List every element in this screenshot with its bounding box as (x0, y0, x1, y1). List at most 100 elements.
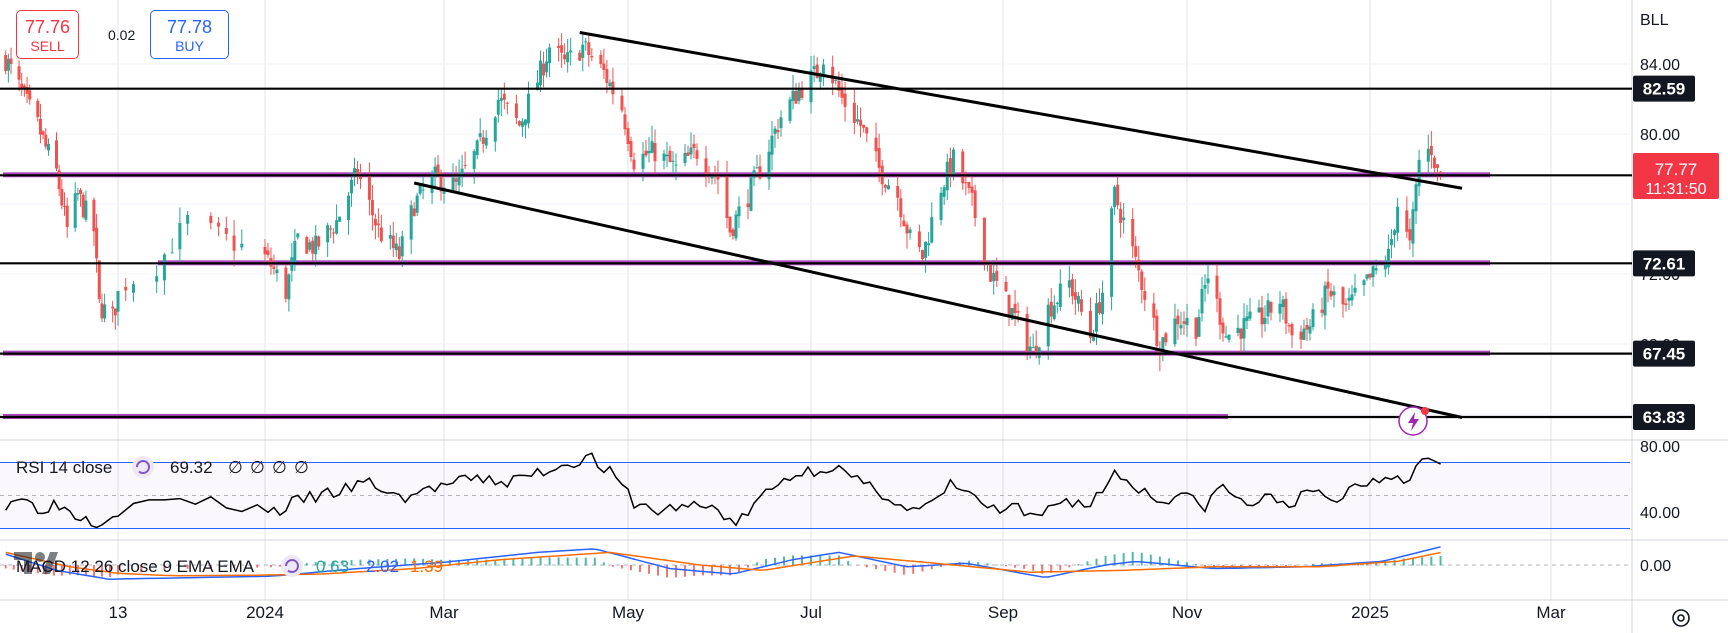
candle-body (1134, 246, 1138, 257)
candle-body (1206, 278, 1210, 284)
candle-body (28, 90, 32, 100)
macd-histogram-bar (1050, 565, 1053, 573)
candlestick-series (4, 33, 1443, 372)
candle-body (81, 194, 85, 218)
candle-body (412, 208, 416, 217)
candle-body (1073, 292, 1077, 300)
candle-body (1010, 307, 1014, 320)
macd-histogram-bar (684, 565, 686, 577)
candle-body (566, 52, 570, 63)
candle-body (1058, 283, 1062, 308)
macd-histogram-bar (875, 565, 878, 570)
macd-histogram-bar (1258, 565, 1260, 567)
candle-body (1070, 279, 1074, 297)
candle-body (338, 216, 342, 222)
candle-body (95, 227, 99, 259)
candle-body (734, 214, 738, 239)
candle-body (1368, 273, 1372, 278)
macd-histogram-bar (1267, 565, 1269, 567)
candle-body (563, 54, 567, 60)
candle-body (749, 177, 753, 211)
candle-body (9, 58, 13, 65)
time-tick-label: Mar (1536, 603, 1566, 622)
candle-body (305, 236, 309, 254)
candle-body (920, 249, 924, 260)
candle-body (1323, 285, 1327, 316)
candle-body (590, 56, 594, 58)
candle-body (584, 41, 588, 43)
candle-body (523, 119, 527, 126)
candle-body (263, 246, 267, 255)
candle-body (499, 97, 503, 101)
candle-body (493, 117, 497, 142)
candle-body (1215, 275, 1219, 299)
macd-settings-icon (281, 555, 303, 577)
macd-histogram-bar (593, 557, 596, 566)
candle-body (1290, 324, 1294, 336)
alert-dot (1421, 407, 1429, 415)
current-price-value: 77.77 (1655, 160, 1698, 179)
candle-body (54, 140, 58, 169)
macd-histogram-bar (783, 556, 785, 566)
candle-body (1161, 337, 1165, 355)
macd-histogram-bar (720, 565, 722, 576)
candle-body (704, 158, 708, 174)
candle-body (1432, 157, 1436, 169)
candle-body (973, 190, 977, 219)
candle-body (1095, 303, 1099, 332)
rsi-band-fill (0, 462, 1630, 529)
candle-body (20, 83, 24, 89)
candle-body (1278, 303, 1282, 314)
candle-body (1091, 333, 1095, 341)
macd-histogram-bar (60, 565, 63, 576)
candle-body (683, 153, 687, 163)
candle-body (17, 66, 21, 80)
candle-body (1439, 171, 1443, 174)
candle-body (100, 303, 104, 319)
candle-body (924, 241, 928, 258)
candle-body (520, 121, 524, 127)
candle-body (293, 240, 297, 262)
candle-body (60, 188, 64, 206)
candle-body (457, 174, 461, 186)
candle-body (430, 175, 434, 193)
candle-body (859, 119, 863, 126)
current-price-label-bg (1633, 153, 1719, 200)
lightning-alert-icon (1398, 406, 1429, 436)
candle-body (1004, 281, 1008, 292)
sell-button[interactable]: 77.76 SELL (16, 10, 79, 59)
candle-body (548, 47, 552, 64)
candle-body (1405, 210, 1409, 232)
rsi-line (5, 452, 1441, 529)
macd-histogram-bar (1059, 565, 1062, 571)
candle-body (731, 229, 735, 236)
macd-histogram-bar (1005, 565, 1008, 567)
candle-body (665, 154, 669, 157)
candle-body (92, 199, 96, 232)
candle-body (505, 102, 509, 104)
candle-body (514, 103, 518, 118)
candle-body (689, 147, 693, 155)
macd-histogram-bar (1149, 554, 1152, 566)
candle-body (209, 215, 213, 224)
candle-body (1101, 292, 1105, 315)
candle-body (1365, 274, 1369, 279)
price-tick-label: 80.00 (1640, 127, 1680, 144)
candle-body (240, 243, 244, 248)
price-tick-label: 84.00 (1640, 57, 1680, 74)
candle-body (1052, 305, 1056, 320)
macd-histogram-bar (1023, 565, 1026, 569)
buy-button[interactable]: 77.78 BUY (150, 10, 229, 59)
macd-histogram-bar (341, 560, 344, 566)
candle-body (834, 79, 838, 81)
rsi-placeholder: ∅ (228, 458, 243, 477)
price-level-label: 63.83 (1643, 408, 1686, 427)
candle-body (557, 45, 561, 48)
candle-body (671, 160, 675, 162)
macd-histogram-bar (729, 565, 731, 576)
candle-body (496, 99, 500, 115)
candle-body (1076, 296, 1080, 304)
horizontal-price-levels (0, 87, 1632, 419)
candle-body (1176, 315, 1180, 325)
